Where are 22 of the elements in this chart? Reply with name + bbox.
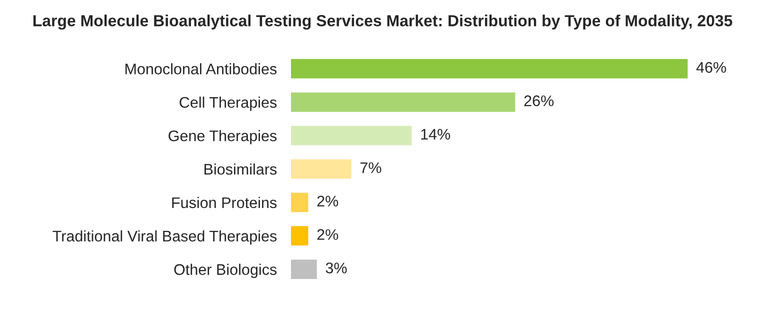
- y-tick-label: Monoclonal Antibodies: [125, 63, 277, 74]
- data-label: 3%: [326, 262, 347, 274]
- bar: [291, 92, 516, 112]
- y-tick-label: Cell Therapies: [180, 96, 277, 111]
- data-label: 14%: [421, 128, 450, 140]
- data-label: 26%: [524, 95, 554, 106]
- y-tick-label: Gene Therapies: [168, 130, 277, 144]
- data-label: 2%: [317, 196, 338, 206]
- y-tick-label: Traditional Viral Based Therapies: [52, 230, 277, 245]
- bar: [291, 226, 308, 246]
- data-label: 2%: [317, 229, 338, 240]
- data-label: 46%: [696, 62, 726, 73]
- y-tick-label: Other Biologics: [174, 264, 277, 278]
- y-tick-label: Biosimilars: [204, 163, 277, 175]
- chart-title: Large Molecule Bioanalytical Testing Services Market: Distribution by Type of Modality, 2035: [33, 14, 732, 30]
- bar: [291, 192, 308, 212]
- y-tick-label: Fusion Proteins: [172, 196, 277, 208]
- data-label: 7%: [360, 162, 382, 174]
- bar: [291, 260, 317, 279]
- bar: [291, 159, 352, 179]
- bar: [291, 59, 688, 78]
- bar: [291, 126, 412, 146]
